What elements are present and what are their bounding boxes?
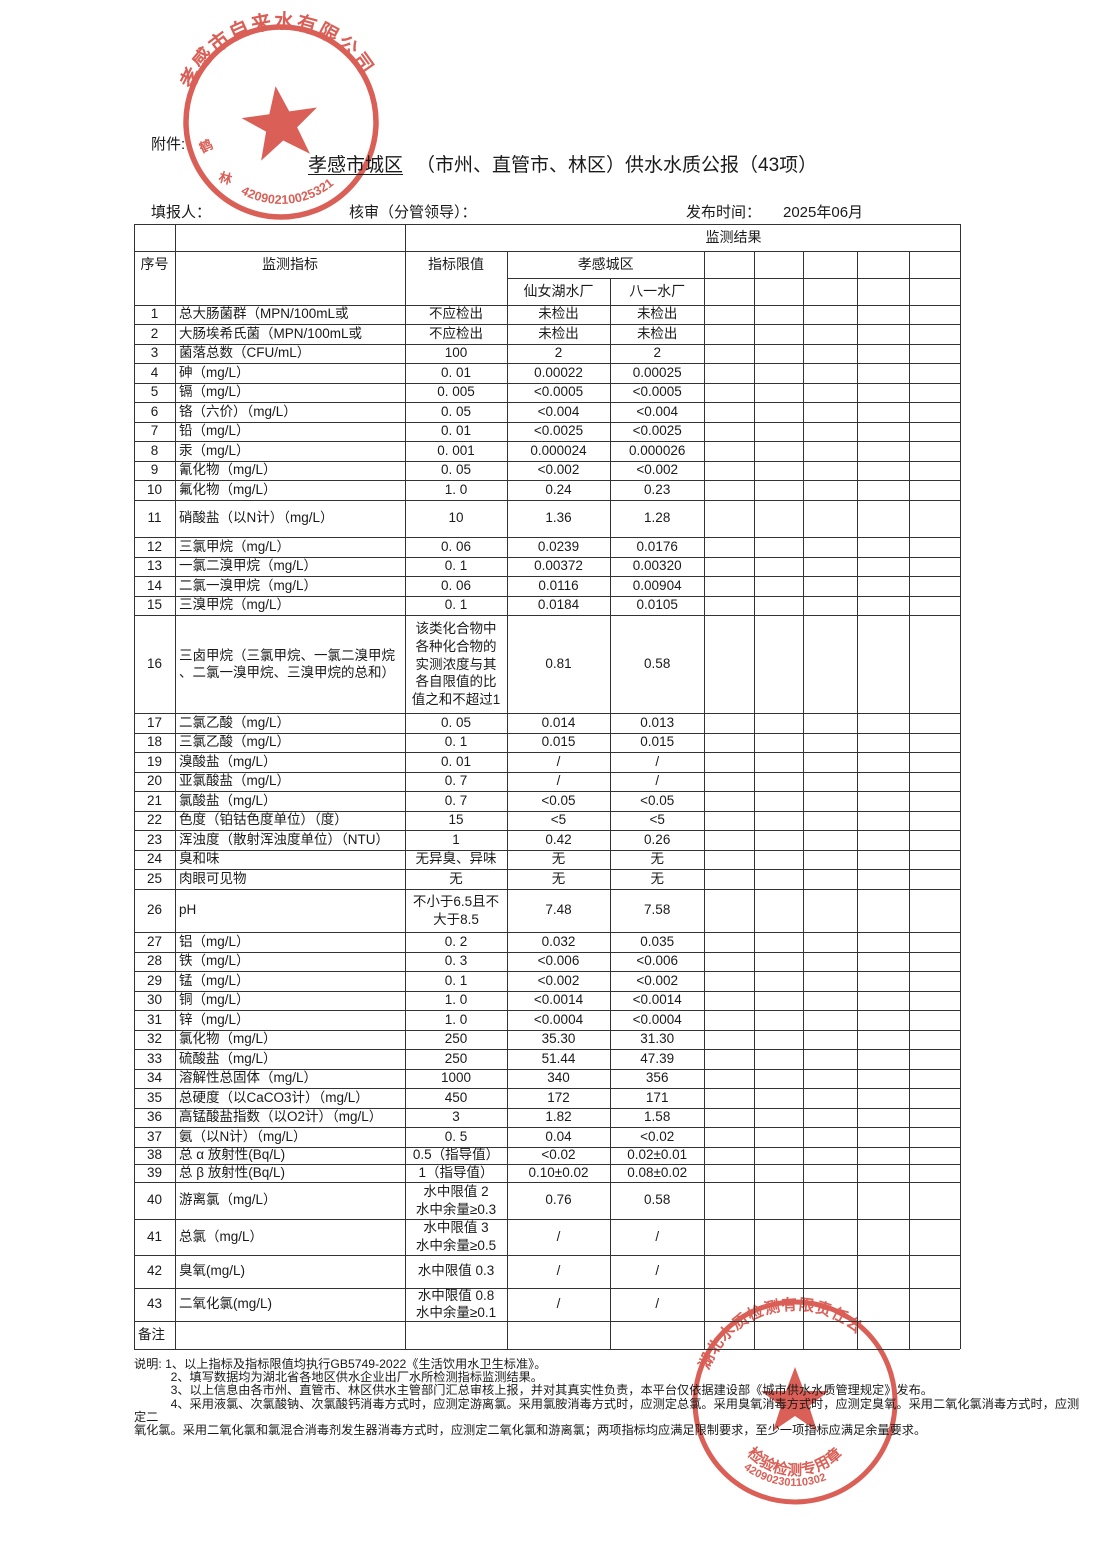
svg-text:42090210025321: 42090210025321 <box>239 176 336 207</box>
svg-text:林: 林 <box>217 169 233 187</box>
svg-text:鹤: 鹤 <box>197 137 215 156</box>
svg-text:孝感市自来水有限公司: 孝感市自来水有限公司 <box>176 9 378 93</box>
